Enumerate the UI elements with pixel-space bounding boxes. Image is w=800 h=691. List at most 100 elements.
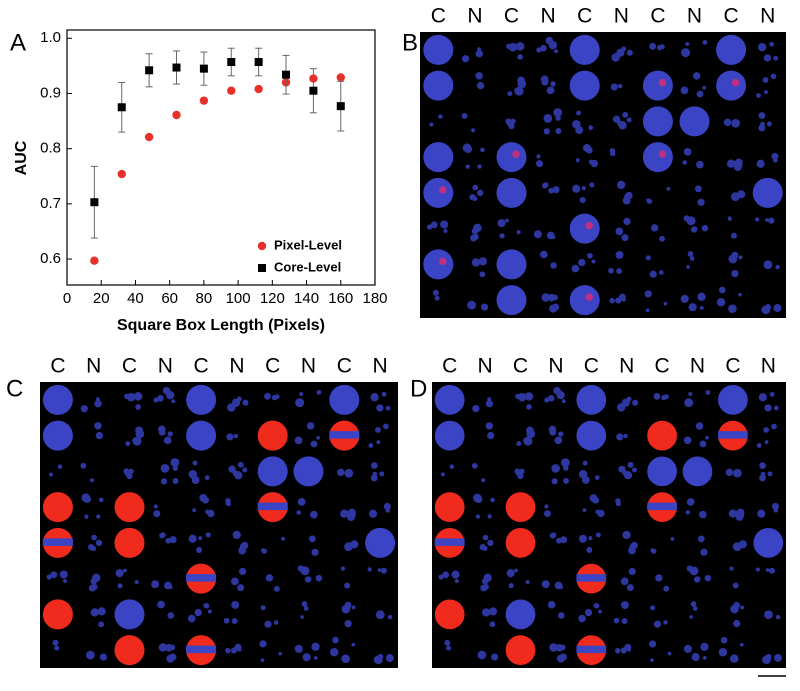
tissue-fragment	[551, 478, 558, 485]
tissue-fragment	[444, 639, 451, 646]
tissue-fragment	[699, 510, 707, 519]
tissue-fragment	[91, 534, 97, 541]
tissue-fragment	[98, 497, 104, 503]
tissue-fragment	[541, 293, 550, 302]
tissue-fragment	[207, 609, 212, 614]
tissue-fragment	[540, 75, 549, 84]
tissue-core	[423, 177, 454, 208]
tissue-band	[186, 574, 217, 582]
tissue-fragment	[438, 114, 443, 119]
tissue-fragment	[767, 471, 773, 477]
tissue-fragment	[550, 262, 557, 269]
tissue-fragment	[616, 180, 626, 190]
tissue-fragment	[663, 620, 668, 625]
tissue-fragment	[170, 458, 180, 467]
tissue-fragment	[680, 86, 689, 95]
tissue-fragment	[526, 426, 534, 435]
tissue-core	[642, 106, 673, 137]
column-header: C	[50, 355, 65, 378]
tissue-fragment	[344, 619, 352, 628]
tissue-fragment	[610, 83, 618, 91]
tissue-fragment	[383, 502, 391, 511]
tissue-core	[257, 456, 288, 487]
tissue-fragment	[166, 654, 175, 663]
tissue-fragment	[582, 508, 587, 513]
tissue-fragment	[582, 144, 591, 152]
tissue-fragment	[622, 530, 631, 540]
tissue-fragment	[680, 294, 689, 303]
tissue-fragment	[702, 655, 707, 660]
tissue-fragment	[543, 510, 551, 518]
tissue-fragment	[697, 535, 705, 543]
tissue-fragment	[271, 394, 278, 401]
tissue-fragment	[659, 270, 664, 275]
x-tick-label: 20	[93, 290, 110, 307]
tissue-fragment	[260, 658, 265, 663]
tissue-fragment	[622, 470, 629, 477]
tissue-fragment	[524, 392, 534, 401]
tissue-fragment	[225, 498, 231, 504]
tissue-core	[423, 249, 454, 280]
legend-marker	[258, 264, 266, 272]
tissue-fragment	[238, 567, 247, 576]
tissue-fragment	[595, 475, 600, 480]
tissue-fragment	[491, 653, 499, 661]
x-tick-label: 180	[362, 290, 387, 307]
tissue-fragment	[237, 461, 244, 468]
tissue-fragment	[471, 462, 478, 469]
tissue-fragment	[546, 86, 555, 95]
tissue-fragment	[526, 404, 532, 410]
tissue-fragment	[773, 304, 782, 313]
tissue-fragment	[517, 76, 525, 85]
tissue-fragment	[561, 399, 566, 404]
column-header: C	[504, 5, 519, 28]
tissue-fragment	[472, 493, 482, 503]
marker	[309, 86, 318, 95]
tissue-band	[186, 645, 217, 654]
marker	[199, 64, 208, 73]
tissue-fragment	[758, 124, 766, 132]
tissue-fragment	[329, 648, 339, 657]
y-tick-label: 1.0	[40, 29, 61, 46]
tissue-fragment	[308, 535, 316, 543]
tissue-core	[505, 492, 536, 522]
tissue-fragment	[169, 644, 176, 651]
tissue-fragment	[589, 182, 595, 188]
tissue-fragment	[702, 85, 707, 90]
tissue-fragment	[700, 548, 708, 556]
tissue-fragment	[552, 294, 558, 301]
tissue-fragment	[681, 48, 691, 58]
tissue-fragment	[581, 186, 586, 191]
tissue-fragment	[718, 286, 726, 294]
x-tick-label: 0	[63, 290, 71, 307]
tissue-fragment	[478, 257, 487, 266]
tissue-fragment	[588, 536, 593, 541]
tissue-fragment	[729, 654, 739, 663]
tissue-fragment	[316, 435, 321, 440]
marker	[227, 58, 236, 67]
tissue-fragment	[555, 115, 561, 121]
tissue-core	[505, 599, 536, 630]
tissue-fragment	[705, 435, 709, 440]
tissue-fragment	[720, 636, 728, 644]
tissue-fragment	[50, 571, 58, 579]
tissue-fragment	[765, 218, 769, 222]
tissue-fragment	[695, 422, 704, 430]
tissue-fragment	[690, 601, 697, 607]
tissue-fragment	[48, 472, 53, 477]
tissue-fragment	[632, 399, 639, 406]
tissue-fragment	[300, 615, 304, 619]
tissue-fragment	[133, 392, 143, 401]
tissue-core	[679, 106, 710, 137]
tissue-fragment	[205, 509, 210, 515]
tissue-fragment	[543, 113, 553, 123]
tissue-fragment	[700, 642, 709, 651]
tissue-fragment	[608, 267, 614, 274]
tissue-fragment	[485, 400, 494, 408]
tissue-fragment	[350, 540, 359, 549]
tissue-fragment	[385, 405, 391, 411]
tissue-fragment	[685, 41, 690, 47]
tissue-core	[293, 456, 324, 487]
tissue-fragment	[490, 497, 495, 503]
tissue-fragment	[167, 612, 175, 619]
